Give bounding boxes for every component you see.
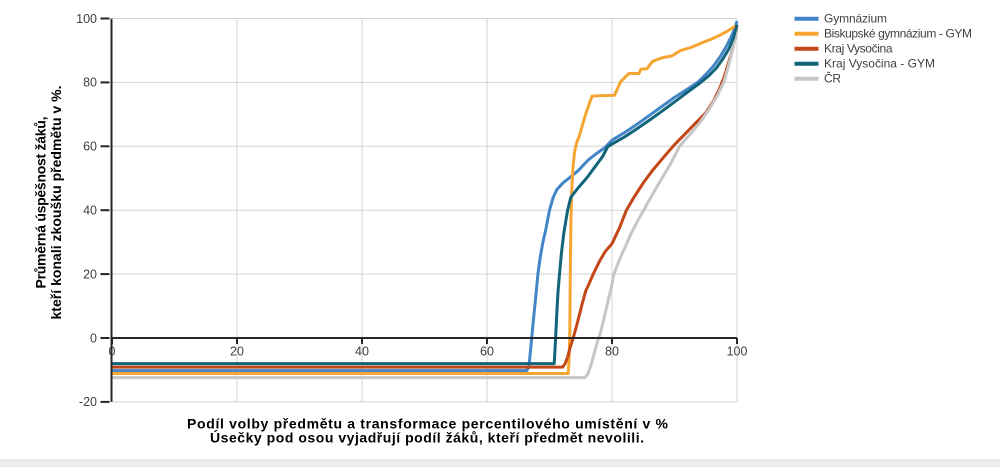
svg-text:Gymnázium: Gymnázium bbox=[824, 11, 887, 25]
svg-text:60: 60 bbox=[480, 345, 494, 359]
svg-text:Kraj Vysočina - GYM: Kraj Vysočina - GYM bbox=[824, 56, 935, 70]
svg-text:Kraj Vysočina: Kraj Vysočina bbox=[824, 41, 893, 55]
svg-text:100: 100 bbox=[76, 12, 97, 26]
svg-text:-20: -20 bbox=[79, 395, 97, 409]
svg-text:20: 20 bbox=[83, 267, 97, 281]
svg-text:Průměrná úspěšnost žáků,: Průměrná úspěšnost žáků, bbox=[33, 117, 49, 289]
svg-text:Biskupské gymnázium - GYM: Biskupské gymnázium - GYM bbox=[824, 26, 972, 40]
svg-text:60: 60 bbox=[83, 140, 97, 154]
svg-text:0: 0 bbox=[109, 345, 116, 359]
svg-text:40: 40 bbox=[355, 345, 369, 359]
svg-text:ČR: ČR bbox=[824, 70, 841, 85]
svg-text:20: 20 bbox=[230, 345, 244, 359]
svg-text:0: 0 bbox=[90, 331, 97, 345]
svg-text:40: 40 bbox=[83, 204, 97, 218]
svg-text:80: 80 bbox=[83, 76, 97, 90]
svg-text:80: 80 bbox=[605, 345, 619, 359]
svg-text:Úsečky pod osou vyjadřují podí: Úsečky pod osou vyjadřují podíl žáků, kt… bbox=[210, 429, 644, 446]
svg-text:kteří konali zkoušku předmětu: kteří konali zkoušku předmětu v %. bbox=[48, 86, 64, 320]
svg-text:100: 100 bbox=[727, 345, 748, 359]
svg-text:Podíl volby předmětu a transfo: Podíl volby předmětu a transformace perc… bbox=[187, 415, 669, 431]
